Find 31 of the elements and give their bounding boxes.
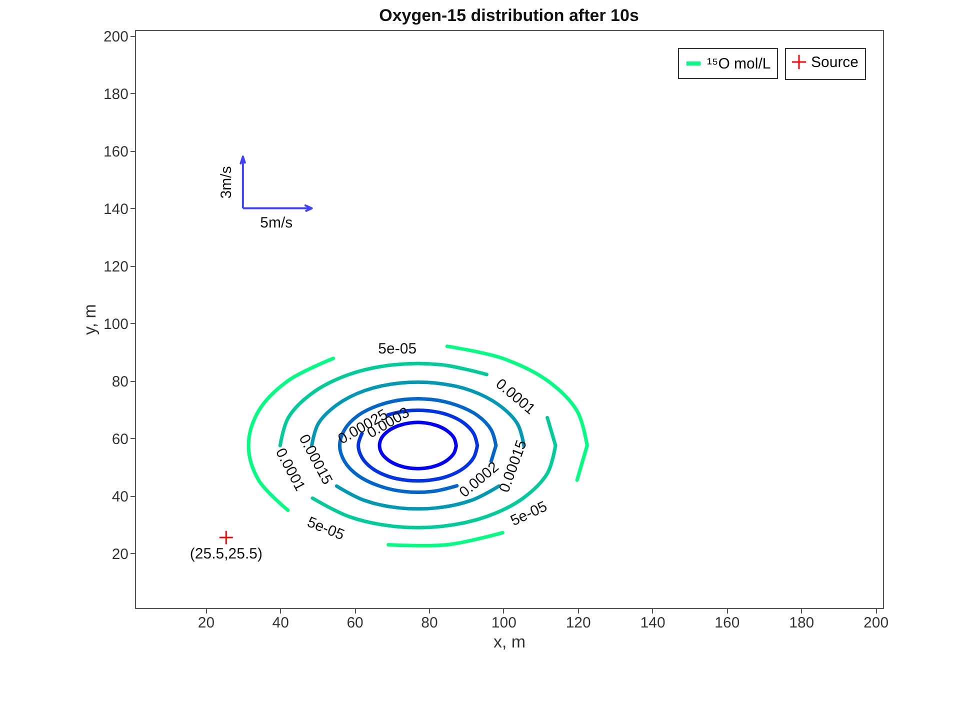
annotation: 3m/s <box>218 166 236 199</box>
annotation: 5e-05 <box>508 498 550 530</box>
y-tick-label: 160 <box>103 143 128 160</box>
y-tick-label: 120 <box>103 258 128 276</box>
y-tick-label: 140 <box>103 200 128 218</box>
x-tick-label: 140 <box>640 614 666 632</box>
y-tick-label: 80 <box>112 373 128 390</box>
x-tick-label: 120 <box>566 614 591 632</box>
y-tick-label: 180 <box>103 86 128 103</box>
x-tick-label: 40 <box>272 614 289 632</box>
y-tick-label: 60 <box>112 430 128 448</box>
y-tick-label: 40 <box>112 488 128 506</box>
x-tick-label: 180 <box>789 614 814 632</box>
legend-label: ¹⁵O mol/L <box>707 56 771 72</box>
annotation: (25.5,25.5) <box>190 546 262 563</box>
x-tick-label: 20 <box>198 614 215 632</box>
chart-title: Oxygen-15 distribution after 10s <box>379 6 639 25</box>
annotation: 5e-05 <box>304 514 347 544</box>
y-axis-title: y, m <box>80 304 100 335</box>
annotation: 5e-05 <box>378 340 417 358</box>
legend-label: Source <box>811 54 859 71</box>
x-tick-label: 80 <box>421 614 438 632</box>
x-tick-label: 60 <box>346 614 364 632</box>
x-axis-title: x, m <box>493 632 526 652</box>
y-tick-label: 20 <box>112 546 128 563</box>
x-tick-label: 100 <box>491 614 516 632</box>
x-tick-label: 160 <box>714 614 740 632</box>
annotation: 5m/s <box>260 214 293 232</box>
x-tick-label: 200 <box>864 614 889 632</box>
y-tick-label: 100 <box>103 316 128 333</box>
y-tick-label: 200 <box>103 28 128 46</box>
